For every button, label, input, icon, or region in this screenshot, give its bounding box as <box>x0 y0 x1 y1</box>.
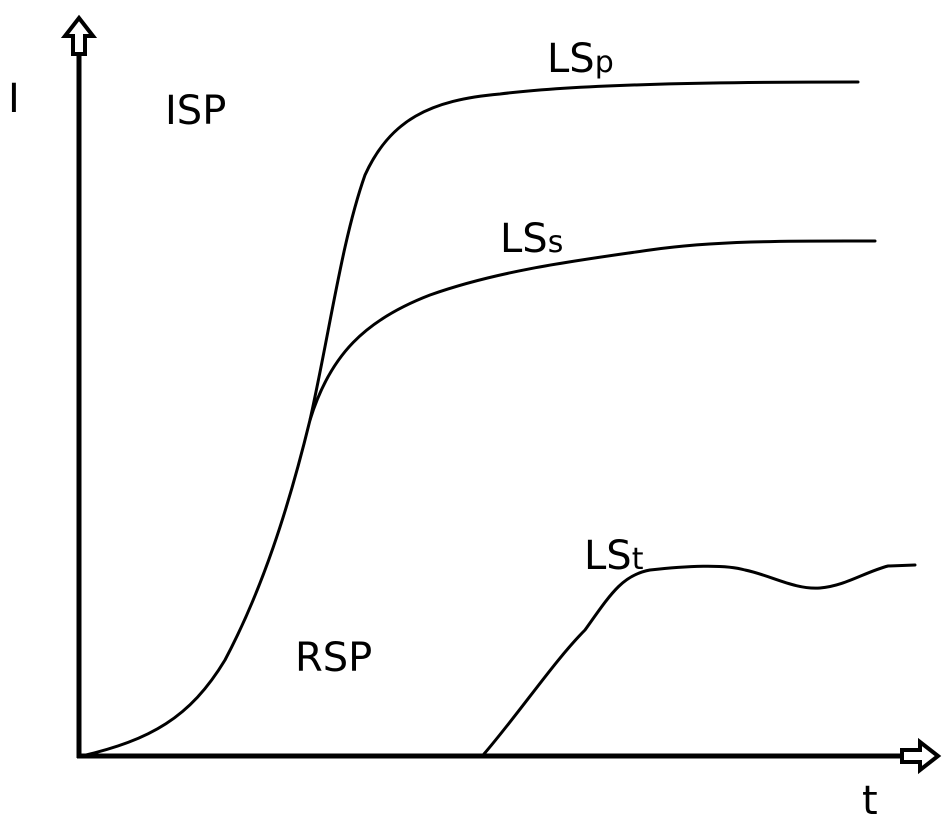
curve-label-lsp-main: LS <box>547 36 595 82</box>
y-axis-label: I <box>8 76 20 122</box>
curve-lst <box>482 563 917 756</box>
region-label-isp: ISP <box>165 88 226 134</box>
curve-label-lss-main: LS <box>500 216 548 262</box>
curve-label-lsp-sub: p <box>595 45 614 80</box>
y-axis-arrow-icon <box>60 14 98 56</box>
x-axis-label: t <box>862 778 878 818</box>
curve-label-lst-sub: t <box>632 542 644 577</box>
curve-lss <box>308 239 877 422</box>
curve-lsp <box>80 80 860 758</box>
curve-label-lst-main: LS <box>584 533 632 579</box>
x-axis-arrow-icon <box>900 737 942 775</box>
curve-label-lss-sub: s <box>548 225 564 260</box>
curve-label-lst: LSt <box>584 533 644 579</box>
region-label-rsp: RSP <box>295 635 372 681</box>
curve-label-lsp: LSp <box>547 36 614 82</box>
curve-label-lss: LSs <box>500 216 563 262</box>
